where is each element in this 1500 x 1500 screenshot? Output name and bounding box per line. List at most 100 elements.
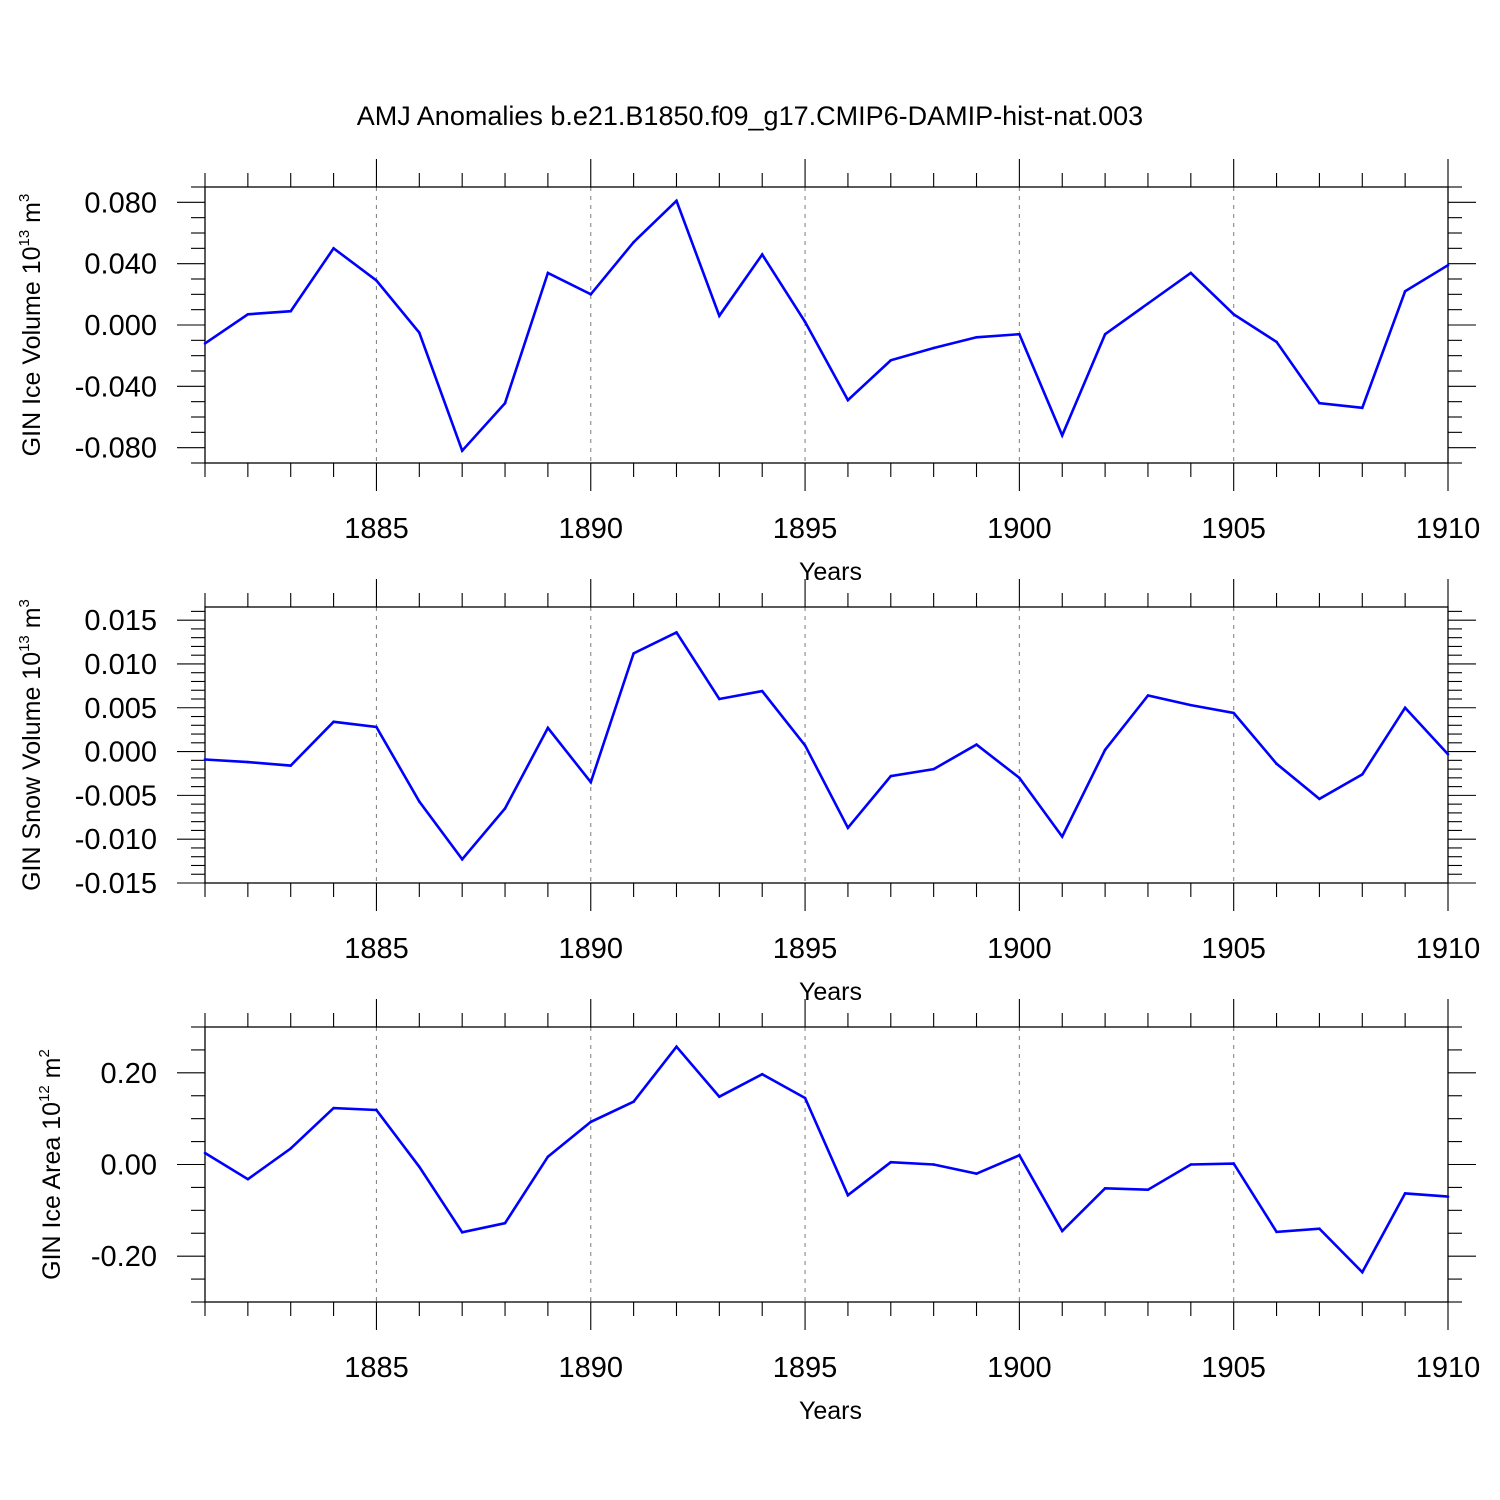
data-point (546, 271, 550, 275)
x-tick-label: 1905 (1201, 1352, 1266, 1384)
plot-frame (204, 606, 1449, 884)
data-point (803, 1096, 807, 1100)
data-point (1060, 1229, 1064, 1233)
data-point (375, 1108, 378, 1112)
data-point (675, 199, 678, 203)
data-point (846, 1193, 850, 1197)
x-tick-label: 1910 (1416, 513, 1481, 545)
data-point (203, 1151, 207, 1155)
data-point (1189, 1163, 1193, 1166)
data-point (718, 314, 721, 318)
data-point (803, 744, 807, 747)
y-tick-label: -0.015 (75, 868, 157, 900)
data-point (1275, 762, 1278, 766)
data-point (1446, 263, 1450, 267)
data-point (1146, 1188, 1150, 1192)
data-point (1018, 1154, 1021, 1157)
data-point (1318, 1227, 1321, 1230)
y-tick-label: 0.010 (84, 649, 157, 681)
data-point (589, 780, 593, 784)
plot-frame (204, 186, 1449, 464)
y-tick-label: -0.080 (75, 433, 157, 465)
data-point (632, 1100, 635, 1104)
data-point (1275, 340, 1278, 344)
x-axis-title: Years (799, 978, 862, 1006)
data-point (760, 253, 764, 256)
y-axis-title: GIN Snow Volume 1013 m3 (16, 599, 46, 891)
x-axis-title: Years (799, 558, 862, 586)
data-point (460, 858, 464, 861)
data-point (1403, 289, 1407, 293)
data-point (760, 689, 764, 693)
y-tick-label: 0.00 (101, 1150, 157, 1182)
plot-frame (204, 1026, 1449, 1303)
data-point (803, 320, 807, 324)
data-point (975, 743, 978, 746)
data-point (246, 1177, 250, 1181)
data-point (203, 342, 207, 345)
data-point (503, 401, 507, 405)
data-point (675, 631, 678, 634)
data-point (546, 726, 550, 730)
data-point (332, 1106, 335, 1110)
data-point (1018, 776, 1021, 780)
data-point (1189, 271, 1193, 275)
data-point (1318, 401, 1321, 405)
y-axis-title: GIN Ice Volume 1013 m3 (16, 194, 46, 457)
data-point (1018, 332, 1021, 336)
data-point (246, 760, 250, 764)
data-point (1360, 1270, 1364, 1274)
data-point (932, 346, 935, 350)
y-tick-label: 0.080 (84, 187, 157, 219)
x-tick-label: 1885 (344, 933, 409, 965)
x-tick-label: 1905 (1201, 513, 1266, 545)
data-point (632, 652, 635, 655)
data-point (332, 247, 335, 250)
y-tick-label: -0.005 (75, 780, 157, 812)
data-point (1446, 752, 1450, 756)
data-point (889, 1160, 893, 1164)
data-point (932, 767, 935, 771)
data-point (460, 449, 464, 453)
data-point (418, 1165, 421, 1169)
x-tick-label: 1895 (773, 933, 838, 965)
data-point (246, 312, 250, 316)
x-tick-label: 1910 (1416, 1352, 1481, 1384)
y-tick-label: 0.000 (84, 737, 157, 769)
data-point (289, 764, 293, 767)
data-point (1146, 302, 1150, 305)
data-point (718, 1095, 721, 1098)
x-tick-label: 1890 (559, 513, 624, 545)
x-axis-title: Years (799, 1397, 862, 1425)
data-point (975, 335, 978, 339)
data-point (1232, 711, 1235, 715)
data-point (1360, 406, 1364, 410)
series-line (204, 1044, 1449, 1275)
x-tick-label: 1905 (1201, 933, 1266, 965)
data-point (718, 697, 721, 701)
panel-1: 1885 1890 1895 1900 1905 1910 Years -0.080 -0.04… (16, 159, 1480, 586)
data-point (1403, 706, 1407, 710)
chart-title: AMJ Anomalies b.e21.B1850.f09_g17.CMIP6-… (357, 101, 1143, 131)
x-tick-label: 1885 (344, 513, 409, 545)
data-point (846, 398, 850, 402)
data-point (1060, 434, 1064, 437)
data-point (675, 1045, 678, 1049)
y-tick-label: 0.005 (84, 693, 157, 725)
data-point (589, 1120, 593, 1124)
series-line (204, 198, 1449, 454)
data-point (1275, 1230, 1278, 1234)
x-tick-label: 1890 (559, 933, 624, 965)
data-point (1446, 1195, 1450, 1198)
data-point (632, 240, 635, 244)
x-tick-label: 1900 (987, 933, 1052, 965)
data-point (203, 758, 207, 761)
x-tick-label: 1890 (559, 1352, 624, 1384)
y-tick-label: -0.010 (75, 824, 157, 856)
data-point (589, 293, 593, 296)
data-point (889, 358, 893, 362)
data-point (1103, 748, 1107, 752)
data-point (418, 800, 421, 803)
data-point (932, 1163, 935, 1166)
